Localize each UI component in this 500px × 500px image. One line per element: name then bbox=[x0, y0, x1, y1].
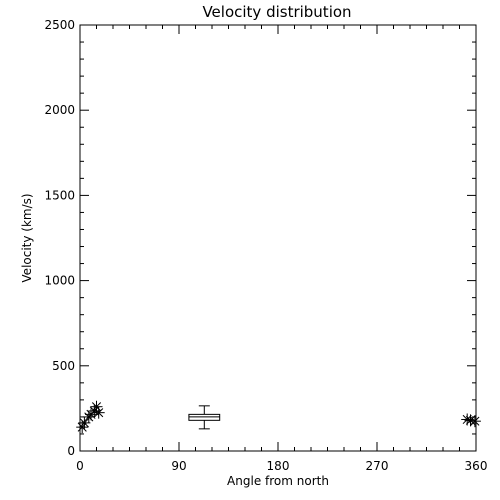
y-tick-label: 0 bbox=[67, 444, 75, 458]
chart-title: Velocity distribution bbox=[202, 3, 351, 21]
x-tick-label: 270 bbox=[366, 459, 389, 473]
y-axis-title: Velocity (km/s) bbox=[20, 193, 34, 282]
y-tick-label: 2000 bbox=[44, 103, 75, 117]
data-points bbox=[76, 400, 481, 434]
axis-ticks: 0 90 180 270 360 0 500 1000 1500 2000 2500 bbox=[44, 18, 487, 473]
x-tick-label: 180 bbox=[267, 459, 290, 473]
data-point bbox=[90, 400, 103, 413]
data-point bbox=[92, 406, 105, 419]
y-tick-label: 1000 bbox=[44, 274, 75, 288]
data-point bbox=[468, 415, 481, 428]
x-axis-title: Angle from north bbox=[227, 474, 329, 488]
x-tick-label: 0 bbox=[76, 459, 84, 473]
boxplot bbox=[188, 405, 221, 430]
y-tick-label: 2500 bbox=[44, 18, 75, 32]
x-tick-label: 360 bbox=[465, 459, 488, 473]
y-tick-label: 1500 bbox=[44, 188, 75, 202]
y-tick-label: 500 bbox=[52, 359, 75, 373]
plot-frame bbox=[79, 24, 477, 452]
x-tick-label: 90 bbox=[171, 459, 186, 473]
